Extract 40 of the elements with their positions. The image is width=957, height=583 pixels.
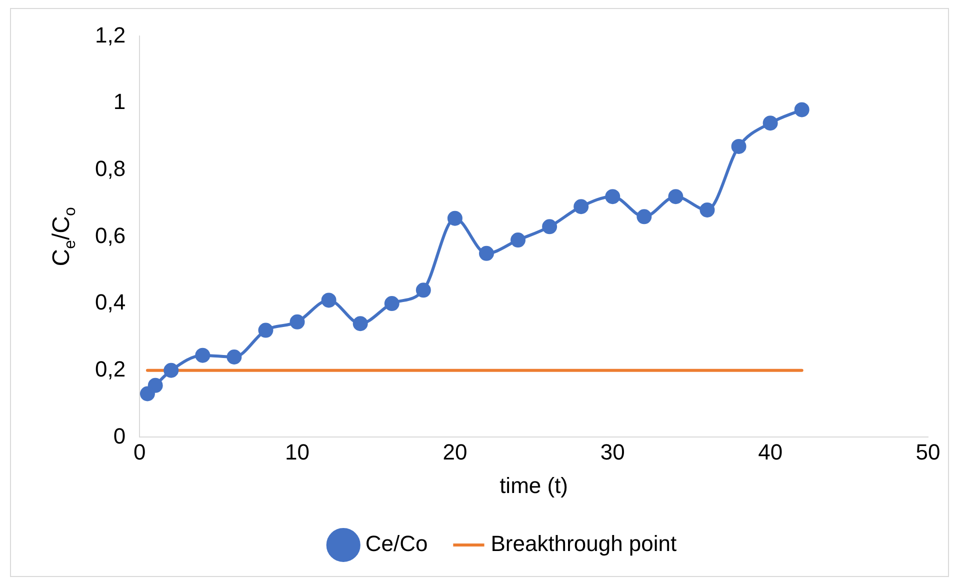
point bbox=[794, 102, 810, 118]
point bbox=[195, 348, 210, 363]
y-tick-label: 1,2 bbox=[94, 22, 126, 48]
y-tick-label: 0 bbox=[113, 423, 126, 448]
x-tick-label: 30 bbox=[600, 439, 625, 464]
point bbox=[290, 314, 305, 330]
point bbox=[384, 296, 400, 312]
legend-label: Breakthrough point bbox=[490, 531, 677, 556]
point bbox=[605, 189, 620, 204]
point bbox=[762, 116, 778, 131]
point bbox=[258, 322, 274, 338]
point bbox=[510, 232, 526, 248]
point bbox=[140, 386, 155, 402]
point bbox=[731, 138, 746, 154]
x-axis-title: time (t) bbox=[500, 472, 568, 498]
point bbox=[321, 292, 336, 308]
point bbox=[226, 350, 242, 364]
y-tick-label: 0,4 bbox=[94, 290, 126, 315]
point bbox=[164, 362, 179, 378]
point bbox=[352, 316, 368, 332]
point bbox=[700, 202, 715, 218]
point bbox=[668, 189, 684, 204]
point bbox=[574, 199, 589, 214]
x-tick-label: 10 bbox=[285, 439, 310, 464]
point bbox=[148, 378, 163, 393]
point bbox=[447, 210, 462, 226]
point bbox=[542, 219, 558, 234]
x-tick-label: 40 bbox=[758, 439, 783, 464]
legend-label: Ce/Co bbox=[365, 531, 428, 556]
point bbox=[416, 282, 431, 298]
y-tick-label: 0,2 bbox=[94, 356, 126, 382]
x-tick-label: 20 bbox=[442, 439, 468, 464]
y-axis-title: Ce/Co bbox=[48, 207, 79, 266]
y-tick-label: 0,8 bbox=[94, 156, 126, 181]
point bbox=[636, 209, 652, 224]
x-tick-label: 0 bbox=[133, 439, 146, 464]
point bbox=[478, 246, 494, 261]
y-tick-label: 0,6 bbox=[94, 222, 126, 248]
x-tick-label: 50 bbox=[916, 439, 940, 464]
y-tick-label: 1 bbox=[113, 89, 126, 114]
